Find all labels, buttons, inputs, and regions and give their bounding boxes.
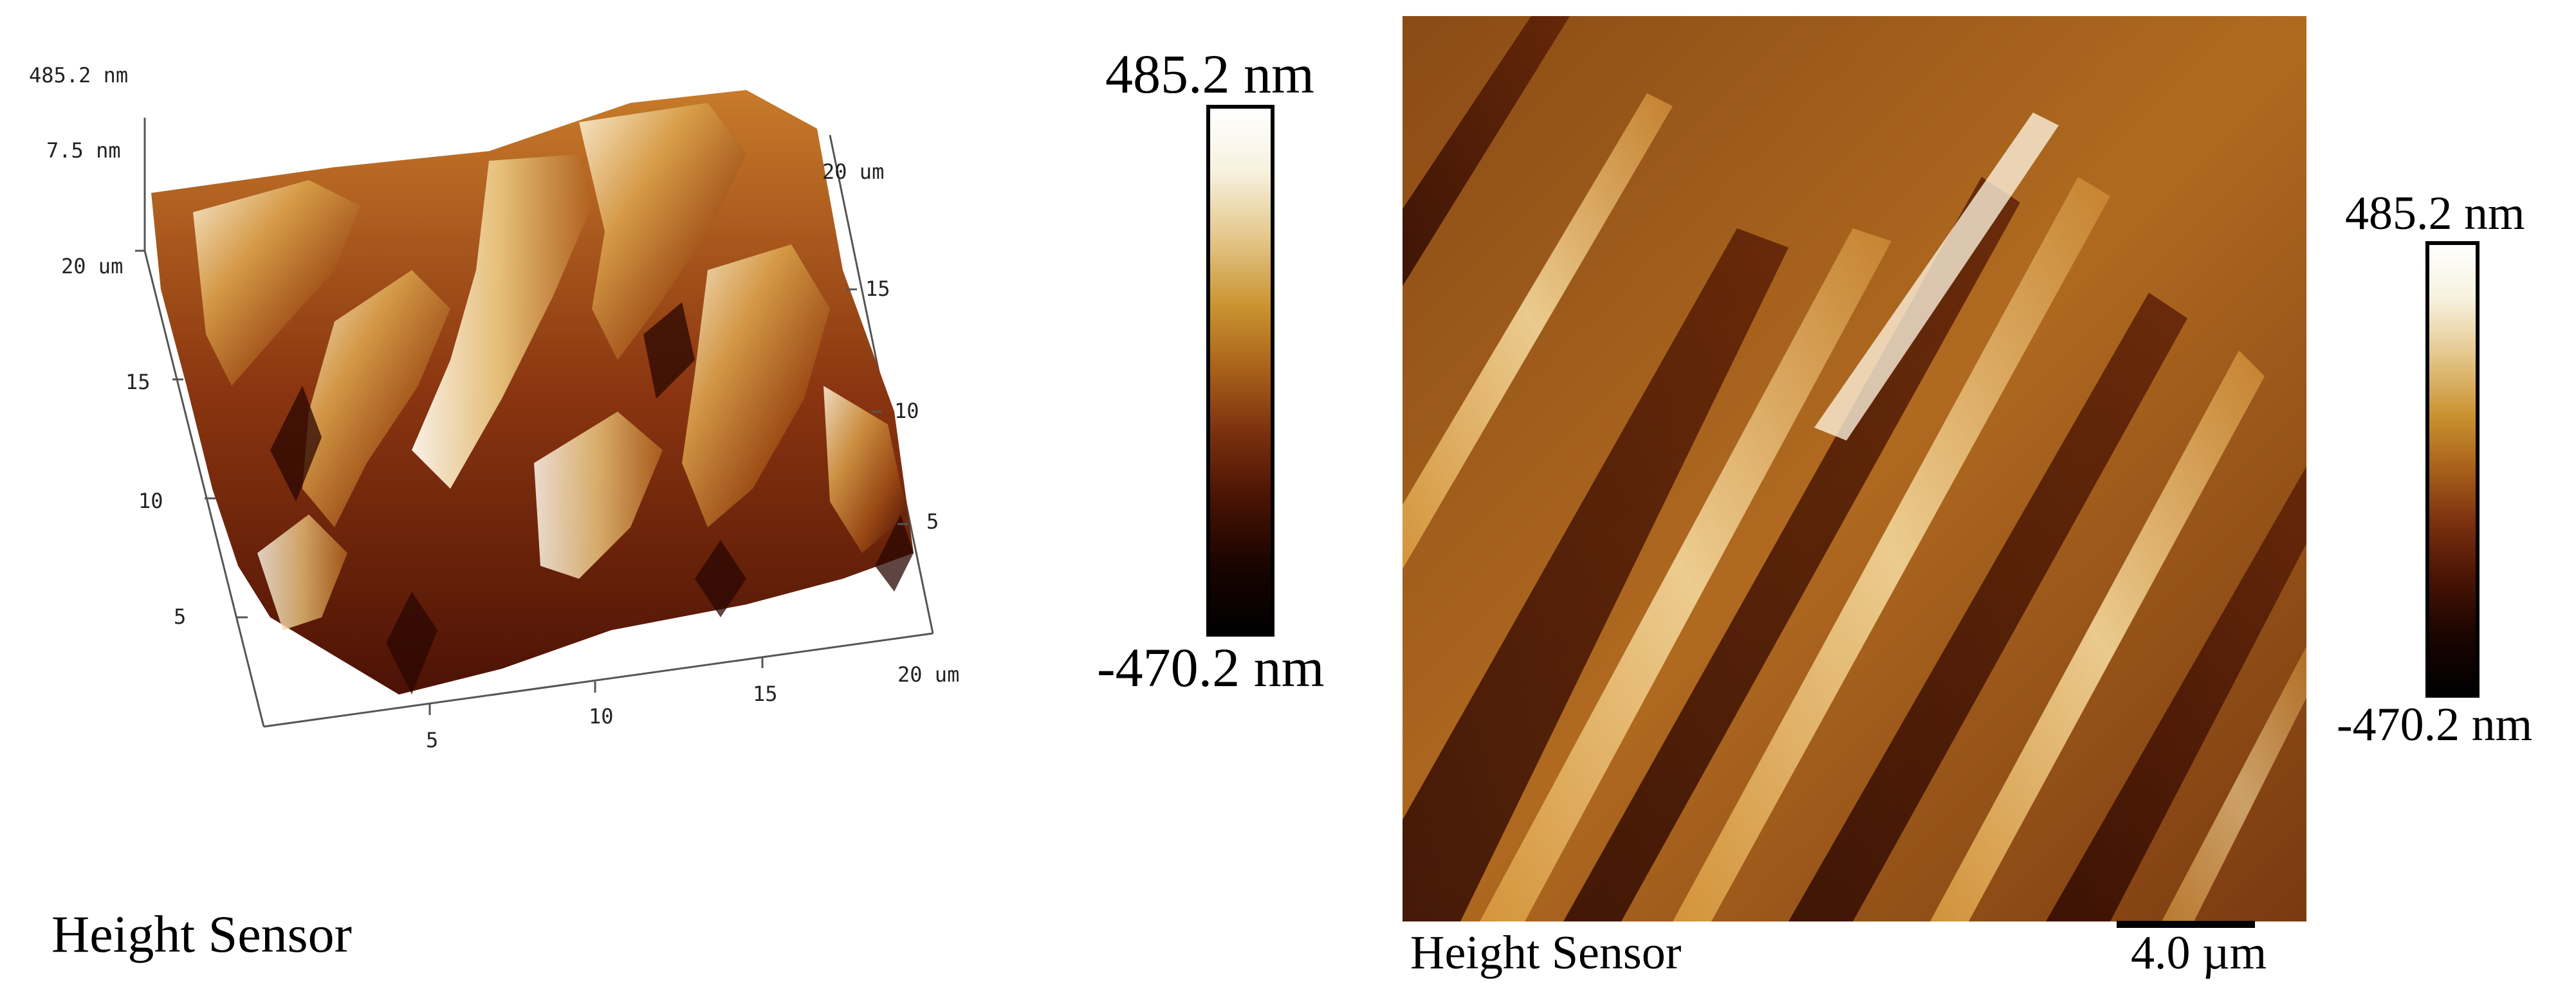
- length-scale-bar: [2117, 921, 2255, 928]
- middle-height-scale-bar: [1206, 105, 1274, 637]
- right-tick-15: 15: [865, 277, 890, 301]
- y-tick-15: 15: [125, 370, 151, 394]
- x-tick-20: 20 um: [897, 662, 959, 687]
- x-tick-15: 15: [753, 682, 778, 706]
- x-tick-5: 5: [426, 728, 438, 752]
- right-height-scale-bar: [2425, 241, 2479, 698]
- right-tick-5: 5: [926, 509, 939, 534]
- left-caption: Height Sensor: [51, 905, 352, 963]
- height-map-light-ridges: [1403, 93, 2306, 921]
- length-scale-label: 4.0 µm: [2131, 927, 2267, 979]
- y-tick-10: 10: [138, 489, 163, 513]
- surface-ridges: [193, 103, 907, 630]
- y-tick-5: 5: [174, 604, 186, 629]
- middle-scale-min-label: -470.2 nm: [1097, 637, 1325, 698]
- z-max-label: 485.2 nm: [29, 63, 128, 87]
- right-tick-20: 20 um: [822, 159, 884, 184]
- right-scale-max-label: 485.2 nm: [2345, 187, 2525, 240]
- height-map-dark-grooves: [1403, 16, 2306, 921]
- surface-3d-plot: 485.2 nm 7.5 nm 20 um 15 10 5 5 10 15 20…: [29, 63, 959, 752]
- y-tick-20: 20 um: [61, 254, 123, 278]
- axis-ticks: [135, 250, 908, 715]
- x-tick-10: 10: [589, 704, 614, 729]
- right-caption: Height Sensor: [1410, 927, 1682, 979]
- right-scale-min-label: -470.2 nm: [2337, 698, 2533, 751]
- middle-scale-max-label: 485.2 nm: [1105, 43, 1314, 105]
- surface-valleys: [270, 302, 914, 694]
- afm-height-map: [1403, 16, 2306, 921]
- right-tick-10: 10: [894, 399, 919, 423]
- z-axis-label: 7.5 nm: [46, 138, 121, 163]
